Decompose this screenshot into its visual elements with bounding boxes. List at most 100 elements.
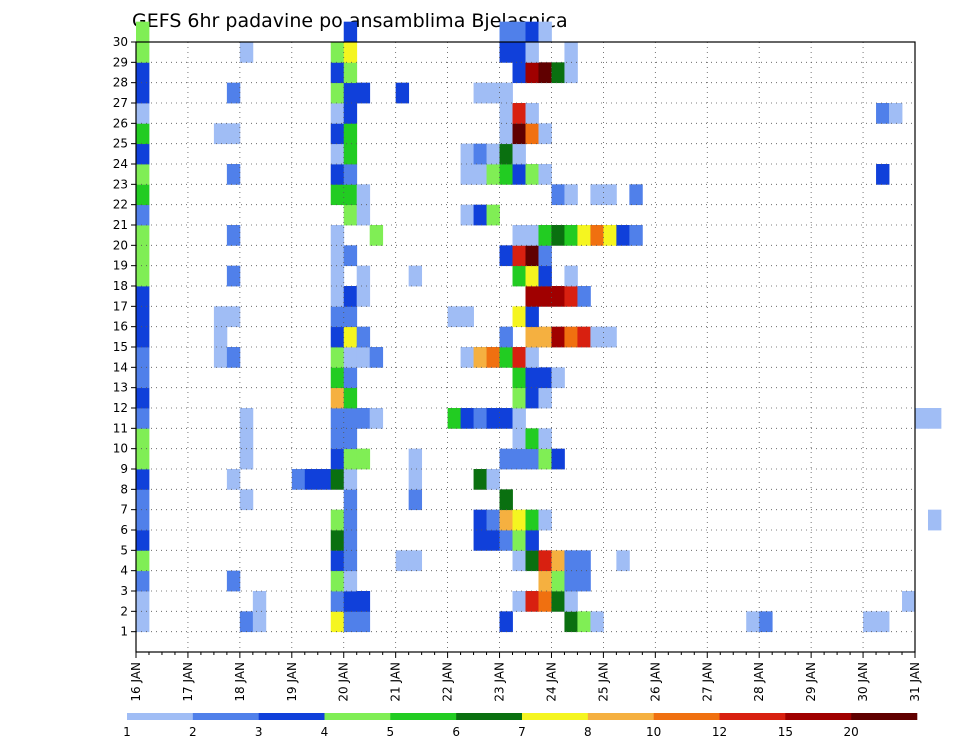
heatmap-cell (564, 184, 578, 206)
heatmap-cell (330, 387, 345, 409)
heatmap-cell (564, 62, 578, 84)
heatmap-cell (525, 367, 539, 389)
y-tick-label: 23 (113, 177, 128, 191)
heatmap-cell (486, 509, 500, 531)
heatmap-cell (343, 448, 358, 470)
heatmap-cell (330, 448, 345, 470)
heatmap-cell (512, 448, 526, 470)
legend-label: 12 (712, 725, 727, 739)
heatmap-cell (525, 21, 539, 43)
heatmap-cell (136, 387, 150, 409)
heatmap-cell (343, 347, 358, 368)
heatmap-cell (486, 82, 500, 104)
heatmap-cell (356, 82, 371, 104)
y-tick-label: 15 (113, 340, 128, 354)
heatmap-cell (330, 550, 345, 572)
heatmap-cell (317, 469, 332, 490)
heatmap-cell (239, 448, 254, 470)
heatmap-cell (512, 62, 526, 84)
heatmap-cell (525, 286, 539, 307)
heatmap-cell (525, 448, 539, 470)
heatmap-cells (136, 21, 942, 633)
heatmap-cell (629, 184, 643, 206)
heatmap-cell (538, 265, 552, 287)
heatmap-cell (330, 408, 345, 429)
heatmap-cell (512, 123, 526, 145)
heatmap-cell (239, 611, 254, 633)
heatmap-cell (460, 164, 474, 185)
heatmap-cell (136, 123, 150, 145)
heatmap-cell (356, 591, 371, 612)
y-tick-label: 6 (120, 523, 128, 537)
heatmap-cell (343, 245, 358, 267)
heatmap-cell (512, 408, 526, 429)
heatmap-cell (538, 123, 552, 145)
y-tick-label: 2 (120, 604, 128, 618)
heatmap-cell (343, 326, 358, 348)
heatmap-cell (499, 509, 513, 531)
legend-swatch (522, 713, 589, 720)
heatmap-cell (499, 82, 513, 104)
heatmap-cell (460, 306, 474, 328)
heatmap-cell (525, 62, 539, 84)
heatmap-cell (343, 286, 358, 307)
y-tick-label: 16 (113, 320, 128, 334)
y-tick-label: 8 (120, 482, 128, 496)
heatmap-cell (343, 570, 358, 592)
heatmap-cell (136, 509, 150, 531)
heatmap-cell (213, 123, 228, 145)
heatmap-cell (499, 143, 513, 165)
heatmap-cell (499, 408, 513, 429)
heatmap-cell (356, 611, 371, 633)
heatmap-cell (473, 408, 487, 429)
heatmap-cell (564, 265, 578, 287)
heatmap-cell (136, 245, 150, 267)
heatmap-cell (356, 184, 371, 206)
y-tick-label: 30 (113, 35, 128, 49)
legend-swatch (324, 713, 391, 720)
heatmap-cell (356, 408, 371, 429)
heatmap-cell (538, 570, 552, 592)
x-axis: 16 JAN 17 JAN 18 JAN 19 JAN 20 JAN 21 JAN 22 J… (129, 652, 922, 702)
heatmap-cell (499, 42, 513, 63)
y-tick-label: 20 (113, 238, 128, 252)
heatmap-cell (330, 367, 345, 389)
heatmap-cell (473, 82, 487, 104)
heatmap-cell (564, 591, 578, 612)
heatmap-cell (577, 570, 591, 592)
heatmap-cell (512, 103, 526, 124)
heatmap-cell (512, 509, 526, 531)
heatmap-cell (330, 469, 345, 490)
heatmap-cell (226, 306, 241, 328)
heatmap-cell (876, 164, 890, 185)
heatmap-cell (330, 225, 345, 246)
x-tick-label: 16 JAN (129, 662, 143, 702)
heatmap-cell (538, 591, 552, 612)
x-tick-label: 30 JAN (856, 662, 870, 702)
heatmap-cell (343, 591, 358, 612)
heatmap-cell (473, 164, 487, 185)
heatmap-cell (447, 306, 461, 328)
heatmap-cell (343, 489, 358, 511)
y-tick-label: 22 (113, 198, 128, 212)
heatmap-cell (408, 550, 423, 572)
heatmap-cell (538, 387, 552, 409)
y-tick-label: 10 (113, 442, 128, 456)
heatmap-cell (136, 408, 150, 429)
heatmap-cell (499, 347, 513, 368)
heatmap-cell (343, 82, 358, 104)
heatmap-cell (538, 550, 552, 572)
heatmap-cell (525, 347, 539, 368)
heatmap-cell (486, 469, 500, 490)
heatmap-cell (538, 21, 552, 43)
heatmap-cell (330, 286, 345, 307)
heatmap-cell (603, 184, 617, 206)
heatmap-cell (136, 367, 150, 389)
heatmap-cell (226, 265, 241, 287)
heatmap-cell (525, 123, 539, 145)
legend: 1 2 3 4 5 6 7 8 10 12 15 20 (123, 713, 918, 739)
heatmap-cell (343, 123, 358, 145)
legend-label: 1 (123, 725, 131, 739)
heatmap-cell (525, 265, 539, 287)
